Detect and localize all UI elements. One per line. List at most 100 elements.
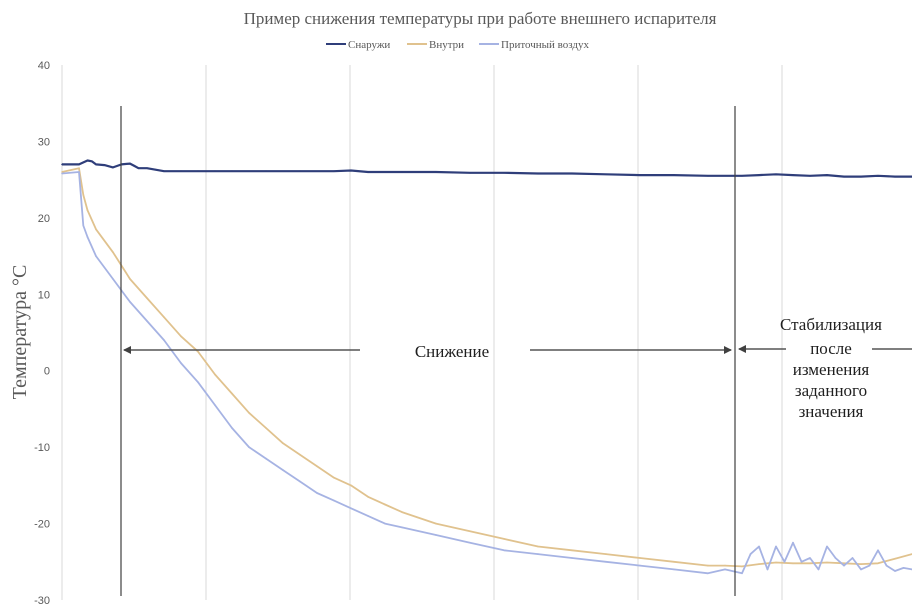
data-point-outside [877, 175, 879, 177]
data-point-supply-air [809, 557, 811, 559]
data-point-supply-air [605, 561, 607, 563]
data-point-supply-air [724, 568, 726, 571]
data-point-outside [367, 171, 369, 173]
data-point-outside [91, 160, 93, 163]
chart-title: Пример снижения температуры при работе в… [244, 9, 717, 28]
data-point-supply-air [163, 339, 165, 341]
data-point-supply-air [894, 570, 896, 572]
data-point-supply-air [749, 553, 752, 555]
data-point-supply-air [384, 522, 386, 525]
data-point-outside [605, 173, 607, 176]
data-point-outside [133, 165, 136, 167]
data-point-outside [792, 174, 794, 176]
data-point-inside [197, 350, 199, 353]
data-point-inside [146, 297, 148, 299]
data-point-outside [231, 170, 233, 172]
data-point-supply-air [282, 469, 284, 471]
data-point-inside [758, 563, 760, 565]
data-point-inside [333, 476, 335, 479]
decrease-label: Снижение [415, 342, 489, 361]
data-point-outside [78, 163, 80, 166]
data-point-inside [809, 562, 811, 565]
data-point-supply-air [248, 446, 250, 448]
data-point-supply-air [707, 572, 709, 575]
data-point-outside [894, 175, 896, 178]
data-point-outside [707, 175, 709, 177]
data-point-supply-air [885, 564, 888, 567]
data-point-inside [605, 553, 607, 555]
data-point-inside [214, 373, 216, 376]
stabilization-line-3: изменения [793, 360, 870, 379]
annotation-layer: Снижение Стабилизация после изменения за… [120, 106, 912, 596]
data-point-supply-air [129, 301, 131, 303]
data-point-supply-air [333, 499, 335, 502]
data-point-outside [61, 163, 63, 166]
data-point-outside [860, 175, 862, 178]
data-point-outside [775, 173, 777, 176]
stabilization-line-5: значения [799, 402, 864, 421]
data-point-inside [724, 564, 726, 567]
data-point-supply-air [800, 561, 803, 563]
data-point-inside [350, 484, 352, 487]
data-point-supply-air [231, 427, 233, 429]
y-tick-label: -30 [34, 595, 50, 605]
data-point-supply-air [639, 564, 641, 567]
data-point-outside [350, 169, 352, 172]
data-point-supply-air [265, 457, 267, 460]
data-point-inside [401, 511, 403, 513]
data-point-outside [639, 174, 641, 176]
data-point-inside [384, 503, 386, 506]
series-line-supply-air [61, 171, 912, 575]
series-line-outside [62, 159, 912, 178]
data-point-outside [197, 170, 199, 172]
data-point-outside [265, 170, 267, 172]
data-point-outside [180, 170, 182, 172]
data-point-supply-air [214, 404, 216, 406]
data-point-outside [112, 166, 114, 169]
data-point-outside [843, 175, 845, 178]
data-point-inside [316, 465, 318, 468]
data-point-supply-air [61, 172, 63, 175]
data-point-outside [163, 170, 165, 172]
data-point-outside [809, 175, 811, 177]
data-point-supply-air [82, 224, 85, 227]
data-point-outside [673, 174, 675, 176]
data-point-inside [299, 454, 301, 456]
data-point-inside [82, 194, 85, 196]
data-point-outside [435, 171, 437, 173]
series-layer [61, 159, 912, 575]
data-point-supply-air [860, 568, 862, 571]
data-point-supply-air [851, 557, 854, 559]
data-point-outside [86, 159, 89, 162]
y-tick-label: -10 [34, 442, 50, 454]
data-point-inside [894, 557, 896, 560]
data-point-supply-air [350, 507, 352, 510]
data-point-supply-air [316, 492, 318, 494]
data-point-inside [503, 538, 505, 540]
y-axis-ticks: 40 30 20 10 0 -10 -20 -30 [34, 60, 50, 605]
y-tick-label: 10 [38, 289, 50, 301]
data-point-inside [248, 412, 250, 414]
stabilization-line-1: Стабилизация [780, 315, 882, 334]
data-point-supply-air [469, 541, 471, 544]
data-point-outside [826, 174, 828, 176]
data-point-outside [214, 170, 216, 172]
data-point-supply-air [78, 171, 80, 173]
data-point-supply-air [435, 534, 437, 536]
data-point-supply-air [180, 362, 182, 364]
data-point-outside [299, 170, 301, 172]
data-point-supply-air [741, 572, 743, 575]
data-point-supply-air [299, 480, 301, 483]
legend-label-supply-air: Приточный воздух [501, 39, 590, 51]
y-tick-label: 20 [38, 213, 50, 225]
data-point-supply-air [834, 557, 837, 559]
data-point-outside [333, 170, 335, 172]
data-point-outside [146, 167, 148, 169]
data-point-inside [78, 167, 80, 169]
y-tick-label: 30 [38, 136, 50, 148]
y-tick-label: 40 [38, 60, 50, 72]
data-point-inside [180, 335, 182, 338]
data-point-outside [137, 167, 140, 169]
data-point-inside [61, 171, 63, 173]
